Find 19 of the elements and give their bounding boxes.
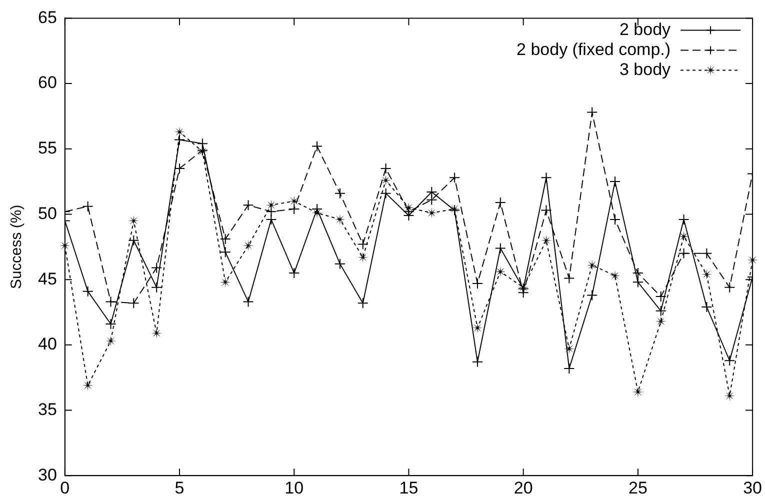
y-tick-label: 35 [38,400,57,419]
x-tick-label: 5 [174,478,184,498]
legend-label: 2 body (fixed comp.) [516,40,671,59]
y-tick-label: 60 [38,73,57,92]
x-tick-label: 15 [399,478,418,498]
y-tick-label: 30 [38,465,57,484]
y-axis-title: Success (%) [8,204,26,289]
y-tick-label: 50 [38,204,57,223]
legend-label: 2 body [620,20,672,39]
y-tick-label: 55 [38,138,57,158]
x-tick-label: 30 [743,478,762,498]
x-tick-label: 0 [60,478,70,498]
y-tick-label: 45 [38,269,57,288]
y-tick-label: 40 [38,334,57,354]
x-tick-label: 20 [514,478,533,498]
x-tick-label: 10 [284,478,304,498]
x-tick-label: 25 [628,478,648,498]
y-tick-label: 65 [38,8,57,27]
legend-label: 3 body [620,60,672,79]
